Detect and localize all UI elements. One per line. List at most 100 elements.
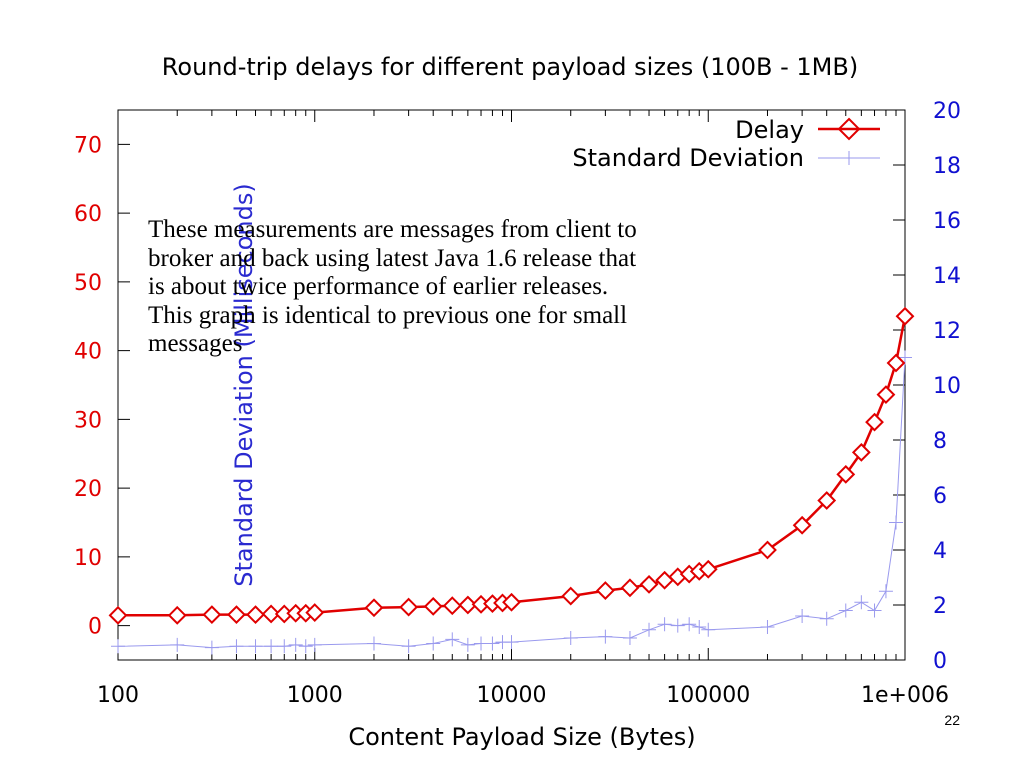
data-point-standard-deviation <box>298 639 313 654</box>
y-tick-label: 40 <box>74 340 102 365</box>
y-tick-label: 30 <box>74 408 102 433</box>
data-point-delay <box>246 605 265 625</box>
data-point-delay <box>886 353 906 373</box>
data-point-standard-deviation <box>760 620 775 634</box>
x-axis-ticks: 100 1000 10000 100000 1e+006 <box>97 110 949 708</box>
page-number: 22 <box>944 712 960 728</box>
data-point-delay <box>876 385 896 405</box>
data-point-standard-deviation <box>898 350 912 365</box>
data-point-delay <box>792 515 812 535</box>
annotation-line: This graph is identical to previous one … <box>148 301 628 329</box>
data-point-standard-deviation <box>485 636 500 651</box>
x-tick-label: 100 <box>97 683 139 708</box>
data-point-standard-deviation <box>692 620 707 634</box>
x-axis-label: Content Payload Size (Bytes) <box>348 723 695 751</box>
data-point-standard-deviation <box>598 629 613 644</box>
y2-axis-ticks: 0 2 4 6 8 10 12 14 16 18 20 <box>893 99 961 674</box>
data-point-standard-deviation <box>229 639 244 654</box>
data-point-standard-deviation <box>670 618 685 633</box>
data-point-delay <box>502 592 521 612</box>
data-point-standard-deviation <box>622 631 637 645</box>
data-point-delay <box>108 605 128 625</box>
data-point-delay <box>698 559 718 579</box>
x-tick-label: 1e+006 <box>861 683 949 708</box>
data-point-standard-deviation <box>401 639 416 654</box>
data-point-standard-deviation <box>277 639 292 654</box>
data-point-standard-deviation <box>878 584 893 599</box>
data-point-standard-deviation <box>563 631 578 645</box>
y-tick-label: 60 <box>74 202 102 227</box>
data-point-delay <box>895 306 915 326</box>
data-point-delay <box>851 442 871 462</box>
y2-tick-label: 0 <box>933 649 947 674</box>
data-point-standard-deviation <box>248 639 263 654</box>
data-point-standard-deviation <box>170 637 185 652</box>
y-axis-ticks: 0 10 20 30 40 50 60 70 <box>74 133 130 640</box>
y2-tick-label: 18 <box>933 154 961 179</box>
x-tick-label: 1000 <box>287 683 343 708</box>
data-point-standard-deviation <box>445 632 460 647</box>
chart-title: Round-trip delays for different payload … <box>162 53 858 81</box>
data-point-standard-deviation <box>682 617 697 632</box>
series-delay <box>108 306 915 625</box>
y2-tick-label: 14 <box>933 264 961 289</box>
data-point-delay <box>202 605 222 625</box>
annotation-text: These measurements are messages from cli… <box>148 216 828 359</box>
x-tick-label: 10000 <box>477 683 547 708</box>
y2-axis-label: Standard Deviation (Milliseconds) <box>230 183 258 586</box>
data-point-standard-deviation <box>288 637 303 652</box>
data-point-delay <box>865 412 884 432</box>
y2-tick-label: 8 <box>933 429 947 454</box>
data-point-delay <box>167 605 187 625</box>
data-point-delay <box>836 464 856 484</box>
y2-tick-label: 4 <box>933 539 947 564</box>
y-tick-label: 10 <box>74 546 102 571</box>
data-point-delay <box>758 540 777 560</box>
data-point-standard-deviation <box>204 640 219 655</box>
data-point-delay <box>227 605 246 625</box>
y2-tick-label: 10 <box>933 374 961 399</box>
data-point-delay <box>595 581 615 600</box>
data-point-delay <box>561 586 581 606</box>
data-point-delay <box>620 578 640 598</box>
data-point-delay <box>639 574 659 594</box>
data-point-standard-deviation <box>366 636 381 651</box>
legend-marker-standard-deviation <box>842 151 856 165</box>
data-point-standard-deviation <box>854 595 869 610</box>
data-point-standard-deviation <box>111 639 125 654</box>
x-tick-label: 100000 <box>666 683 750 708</box>
data-point-delay <box>261 604 281 624</box>
data-point-standard-deviation <box>657 617 672 632</box>
data-point-standard-deviation <box>264 639 279 654</box>
annotation-line: broker and back using latest Java 1.6 re… <box>148 244 637 272</box>
y-tick-label: 70 <box>74 133 102 158</box>
data-point-delay <box>305 603 325 622</box>
data-point-standard-deviation <box>642 622 657 637</box>
data-point-standard-deviation <box>867 603 882 618</box>
legend-label-standard-deviation: Standard Deviation <box>572 144 804 172</box>
data-point-delay <box>817 491 837 510</box>
data-point-standard-deviation <box>701 622 716 637</box>
annotation-line: These measurements are messages from cli… <box>148 216 637 243</box>
y2-tick-label: 6 <box>933 484 947 509</box>
y2-tick-label: 12 <box>933 319 961 344</box>
data-point-standard-deviation <box>307 637 322 652</box>
data-point-standard-deviation <box>888 515 903 530</box>
data-point-standard-deviation <box>795 609 810 623</box>
data-point-delay <box>442 596 462 616</box>
legend-label-delay: Delay <box>735 116 804 144</box>
y2-tick-label: 16 <box>933 209 961 234</box>
annotation-line: messages <box>148 330 243 357</box>
y-tick-label: 50 <box>74 271 102 296</box>
y-tick-label: 20 <box>74 477 102 502</box>
data-point-standard-deviation <box>819 611 834 626</box>
y-tick-label: 0 <box>88 615 102 640</box>
data-point-standard-deviation <box>426 636 441 651</box>
data-point-standard-deviation <box>504 635 519 650</box>
data-point-delay <box>458 595 478 615</box>
data-point-delay <box>364 598 384 618</box>
data-point-standard-deviation <box>838 603 853 618</box>
y2-tick-label: 20 <box>933 99 961 124</box>
annotation-line: is about twice performance of earlier re… <box>148 273 609 300</box>
